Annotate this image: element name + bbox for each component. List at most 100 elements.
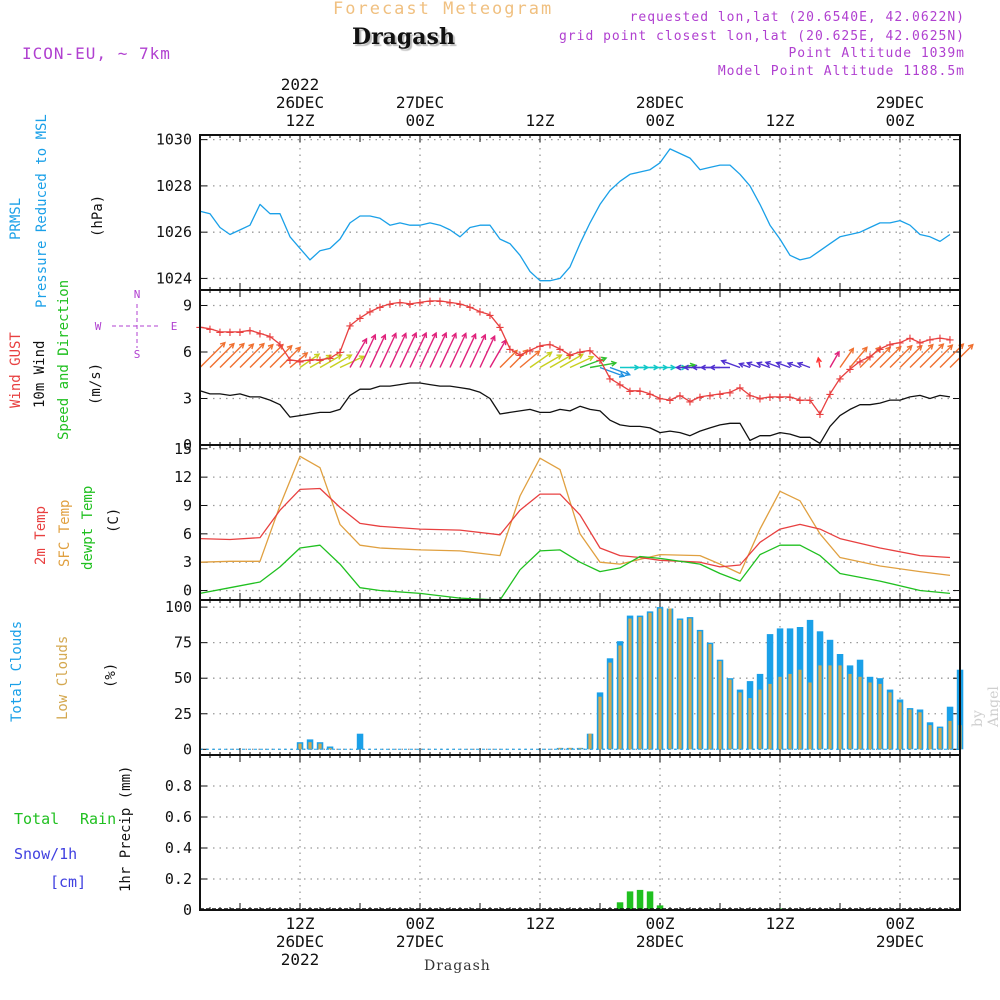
wind-gust-marker: + bbox=[486, 308, 494, 324]
credit-watermark: by Angel bbox=[970, 686, 1000, 727]
low-cloud-bar bbox=[648, 612, 652, 750]
bottom-time-label: 26DEC bbox=[276, 932, 324, 951]
wind-arrow bbox=[469, 334, 486, 368]
wind-gust-marker: + bbox=[916, 336, 924, 352]
wind-ytick-label: 0 bbox=[183, 436, 192, 454]
footer-location: Dragash bbox=[424, 958, 491, 974]
low-cloud-bar bbox=[918, 712, 922, 750]
precip-ytick-label: 0.2 bbox=[165, 870, 192, 888]
wind-arrow bbox=[259, 344, 284, 368]
wind-arrow bbox=[199, 342, 226, 368]
wind-gust-marker: + bbox=[406, 297, 414, 313]
wind-arrow bbox=[379, 333, 397, 368]
bottom-time-label: 00Z bbox=[886, 914, 915, 933]
wind-arrow bbox=[569, 356, 594, 369]
bottom-time-label: 2022 bbox=[281, 950, 320, 969]
low-cloud-bar bbox=[588, 733, 592, 750]
low-cloud-bar bbox=[758, 689, 762, 750]
clouds-ytick-label: 75 bbox=[174, 634, 192, 652]
pressure-ytick-label: 1026 bbox=[156, 223, 192, 241]
compass-n: N bbox=[134, 288, 141, 301]
wind-gust-marker: + bbox=[886, 337, 894, 353]
wind-arrow-head bbox=[556, 354, 563, 360]
wind-arrow-head bbox=[610, 360, 618, 367]
precip-label-unit: 1hr Precip (mm) bbox=[118, 765, 134, 892]
bottom-time-label: 00Z bbox=[406, 914, 435, 933]
wind-arrow-head bbox=[895, 345, 902, 352]
wind-gust-marker: + bbox=[686, 395, 694, 411]
wind-arrow bbox=[579, 357, 607, 369]
low-cloud-bar bbox=[608, 662, 612, 750]
wind-gust-marker: + bbox=[216, 325, 224, 341]
temp-label-dewpt: dewpt Temp bbox=[80, 485, 96, 570]
top-time-label: 12Z bbox=[526, 111, 555, 130]
wind-arrow-head bbox=[228, 342, 235, 349]
temp-label-sfc: SFC Temp bbox=[57, 499, 73, 567]
model-point-altitude: Model Point Altitude 1188.5m bbox=[717, 64, 965, 79]
pressure-ytick-label: 1024 bbox=[156, 269, 192, 287]
wind-gust-marker: + bbox=[896, 336, 904, 352]
wind-arrow bbox=[389, 333, 407, 368]
top-time-label: 2022 bbox=[281, 75, 320, 94]
low-cloud-bar bbox=[928, 725, 932, 750]
wind-arrow-head bbox=[380, 333, 387, 340]
bottom-time-label: 12Z bbox=[526, 914, 555, 933]
clouds-panel-bg bbox=[200, 600, 960, 755]
wind-ytick-label: 6 bbox=[183, 343, 192, 361]
wind-gust-marker: + bbox=[466, 300, 474, 316]
wind-arrow-head bbox=[286, 344, 293, 351]
low-cloud-bar bbox=[808, 682, 812, 750]
temp-ytick-label: 0 bbox=[183, 582, 192, 600]
clouds-label-low: Low Clouds bbox=[55, 635, 71, 720]
wind-gust-marker: + bbox=[366, 305, 374, 321]
wind-arrow bbox=[369, 334, 386, 368]
bottom-time-label: 27DEC bbox=[396, 932, 444, 951]
wind-gust-marker: + bbox=[796, 393, 804, 409]
wind-arrow-head bbox=[471, 332, 477, 340]
wind-gust-marker: + bbox=[446, 295, 454, 311]
wind-arrow-head bbox=[358, 355, 366, 361]
wind-gust-marker: + bbox=[416, 295, 424, 311]
wind-label-unit: (m/s) bbox=[88, 362, 104, 405]
wind-arrow-head bbox=[461, 332, 467, 339]
wind-gust-marker: + bbox=[246, 323, 254, 339]
temp-ytick-label: 9 bbox=[183, 496, 192, 514]
low-cloud-bar bbox=[658, 608, 662, 750]
wind-arrow bbox=[309, 354, 332, 369]
wind-gust-marker: + bbox=[646, 387, 654, 403]
top-time-label: 12Z bbox=[286, 111, 315, 130]
wind-arrow bbox=[459, 333, 477, 368]
low-cloud-bar bbox=[908, 709, 912, 750]
low-cloud-bar bbox=[638, 617, 642, 750]
wind-gust-marker: + bbox=[496, 320, 504, 336]
wind-gust-marker: + bbox=[706, 388, 714, 404]
wind-gust-marker: + bbox=[236, 325, 244, 341]
wind-arrow bbox=[776, 361, 791, 369]
wind-arrow-head bbox=[816, 356, 822, 363]
low-cloud-bar bbox=[778, 676, 782, 750]
wind-arrow-head bbox=[522, 348, 529, 355]
low-cloud-bar bbox=[598, 696, 602, 750]
wind-arrow bbox=[209, 343, 235, 368]
wind-arrow bbox=[879, 346, 902, 368]
wind-arrow-head bbox=[302, 352, 309, 358]
wind-arrow bbox=[239, 343, 265, 368]
wind-arrow-head bbox=[906, 344, 913, 351]
wind-arrow bbox=[489, 339, 507, 368]
wind-arrow bbox=[329, 354, 352, 369]
wind-arrow-head bbox=[885, 346, 892, 353]
wind-arrow bbox=[299, 353, 320, 369]
wind-gust-marker: + bbox=[206, 322, 214, 338]
temp-sfc-line bbox=[199, 455, 951, 577]
low-cloud-bar bbox=[718, 661, 722, 750]
total-cloud-bar bbox=[356, 733, 364, 750]
wind-arrow-head bbox=[391, 332, 397, 339]
wind-gust-marker: + bbox=[306, 353, 314, 369]
wind-gust-marker: + bbox=[356, 311, 364, 327]
wind-gust-marker: + bbox=[766, 390, 774, 406]
low-cloud-bar bbox=[668, 608, 672, 750]
wind-gust-marker: + bbox=[596, 353, 604, 369]
low-cloud-bar bbox=[308, 742, 312, 750]
wind-arrow bbox=[765, 361, 781, 369]
